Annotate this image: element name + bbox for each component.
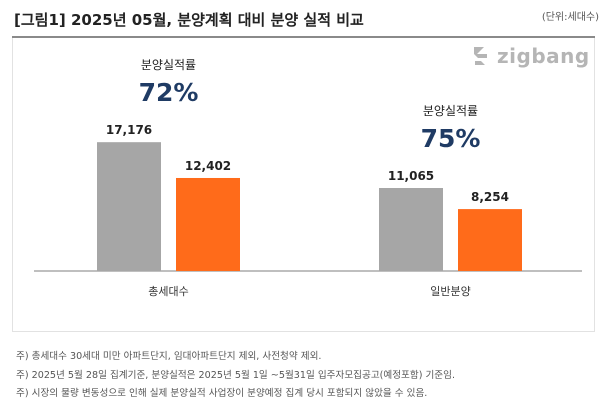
footnote-2: 주) 2025년 5월 28일 집계기준, 분양실적은 2025년 5월 1일 … bbox=[16, 369, 456, 381]
rate-label-1: 분양실적률 bbox=[141, 58, 196, 72]
value-label-1-1: 17,176 bbox=[106, 123, 152, 137]
bar-2-1 bbox=[379, 188, 443, 271]
value-label-2-2: 8,254 bbox=[471, 190, 509, 204]
rate-label-2: 분양실적률 bbox=[423, 104, 478, 118]
brand-logo: zigbang bbox=[470, 44, 590, 68]
brand-name: zigbang bbox=[497, 44, 590, 68]
title-divider bbox=[12, 36, 595, 38]
unit-label: (단위:세대수) bbox=[541, 12, 599, 23]
bar-chart: 17,176 12,402 총세대수 분양실적률 72% 11,065 8,254 일반분양 분… bbox=[34, 58, 582, 298]
footnote-3: 주) 시장의 물량 변동성으로 인해 실제 분양실적 사업장이 분양예정 집계 … bbox=[16, 388, 428, 399]
bar-1-2 bbox=[176, 177, 240, 271]
bar-2-2 bbox=[458, 209, 522, 271]
zigbang-logo-icon bbox=[474, 47, 487, 65]
value-label-1-2: 12,402 bbox=[185, 159, 231, 173]
category-label-1: 총세대수 bbox=[148, 285, 188, 298]
category-label-2: 일반분양 bbox=[430, 284, 470, 298]
rate-value-2: 75% bbox=[421, 124, 481, 153]
value-label-2-1: 11,065 bbox=[388, 169, 434, 183]
footnote-1: 주) 총세대수 30세대 미만 아파트단지, 임대아파트단지 제외, 사전청약 … bbox=[16, 351, 322, 362]
bar-1-1 bbox=[97, 142, 161, 271]
page-title: [그림1] 2025년 05월, 분양계획 대비 분양 실적 비교 bbox=[14, 11, 364, 29]
rate-value-1: 72% bbox=[139, 78, 199, 107]
footnotes: 주) 총세대수 30세대 미만 아파트단지, 임대아파트단지 제외, 사전청약 … bbox=[16, 348, 601, 404]
